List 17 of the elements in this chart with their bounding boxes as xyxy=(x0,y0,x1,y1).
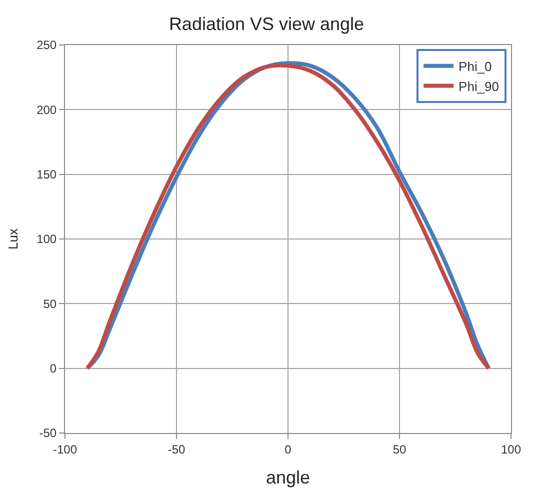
x-tick-label: -50 xyxy=(168,442,186,456)
y-tick-label: 200 xyxy=(36,102,57,117)
x-tick-label: 50 xyxy=(392,442,406,456)
y-tick-label: 50 xyxy=(43,296,57,311)
y-tick-label: -50 xyxy=(39,426,57,440)
x-tick-label: 0 xyxy=(284,442,292,456)
legend-label: Phi_90 xyxy=(458,78,500,94)
y-tick-label: 150 xyxy=(36,168,57,182)
chart-title: Radiation VS view angle xyxy=(168,14,364,34)
x-tick-label: -100 xyxy=(52,442,78,456)
y-tick-label: 100 xyxy=(36,232,57,246)
y-tick-label: 0 xyxy=(50,362,57,376)
x-tick-label: 100 xyxy=(500,442,522,456)
y-axis-title: Lux xyxy=(6,228,21,250)
y-tick-label: 250 xyxy=(36,38,57,52)
x-axis-title: angle xyxy=(266,468,310,488)
legend-label: Phi_0 xyxy=(458,58,492,74)
